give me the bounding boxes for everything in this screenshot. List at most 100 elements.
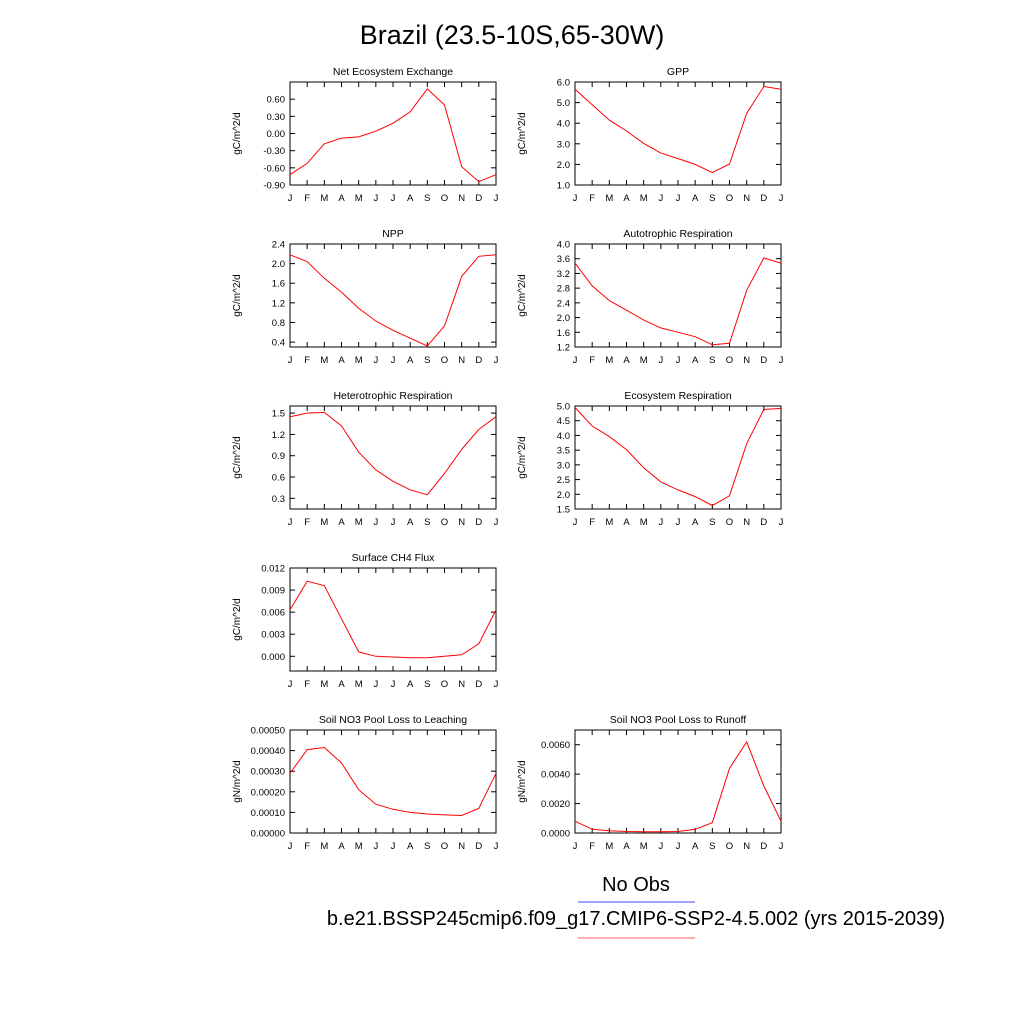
x-tick-label: J: [391, 679, 396, 690]
y-axis-label: gN/m^2/d: [517, 760, 528, 803]
x-tick-label: A: [407, 679, 414, 690]
x-tick-label: A: [338, 679, 345, 690]
x-tick-label: S: [709, 841, 715, 852]
y-tick-label: 3.5: [557, 446, 570, 457]
y-tick-label: 0.6: [272, 473, 285, 484]
x-tick-label: A: [623, 517, 630, 528]
series-line: [289, 580, 497, 659]
x-tick-label: S: [424, 679, 430, 690]
y-tick-label: 0.006: [261, 608, 285, 619]
y-tick-label: 0.00000: [251, 829, 285, 840]
x-tick-label: M: [640, 193, 648, 204]
x-tick-label: O: [441, 679, 448, 690]
panels: Net Ecosystem Exchange -0.90 -0.60 -0.30 0.0…: [232, 66, 784, 852]
x-tick-label: J: [494, 679, 499, 690]
x-tick-label: J: [288, 517, 293, 528]
x-tick-label: N: [743, 355, 750, 366]
y-tick-label: 0.000: [261, 652, 285, 663]
y-tick-label: 4.5: [557, 416, 570, 427]
x-tick-label: A: [338, 193, 345, 204]
x-tick-label: M: [320, 355, 328, 366]
x-tick-label: J: [779, 517, 784, 528]
panel-5: Heterotrophic Respiration 0.3 0.6 0.9 1.2 1.5…: [232, 390, 499, 528]
x-tick-label: N: [743, 841, 750, 852]
x-tick-label: M: [355, 679, 363, 690]
y-tick-label: 0.00030: [251, 767, 285, 778]
y-tick-label: 5.0: [557, 402, 570, 413]
x-tick-label: O: [726, 517, 733, 528]
x-tick-label: J: [676, 517, 681, 528]
panel-frame: [289, 405, 497, 510]
series-line: [289, 254, 497, 347]
y-tick-label: 0.0060: [541, 740, 570, 751]
x-tick-label: M: [605, 355, 613, 366]
x-tick-label: S: [709, 517, 715, 528]
y-tick-label: 0.30: [267, 112, 286, 123]
x-tick-label: F: [304, 841, 310, 852]
x-tick-label: S: [709, 193, 715, 204]
x-tick-label: J: [494, 193, 499, 204]
x-tick-label: A: [338, 517, 345, 528]
x-tick-label: J: [573, 517, 578, 528]
x-tick-label: N: [458, 841, 465, 852]
series-line: [574, 407, 782, 507]
y-tick-label: 0.4: [272, 338, 285, 349]
x-tick-label: F: [589, 517, 595, 528]
y-tick-label: 0.00050: [251, 726, 285, 737]
y-axis-label: gN/m^2/d: [232, 760, 243, 803]
y-tick-label: 0.0040: [541, 770, 570, 781]
y-tick-label: 6.0: [557, 78, 570, 89]
panel-title: NPP: [382, 228, 404, 240]
x-tick-label: J: [288, 679, 293, 690]
x-tick-label: M: [320, 679, 328, 690]
x-tick-label: N: [458, 679, 465, 690]
panel-9: Soil NO3 Pool Loss to Runoff 0.0000 0.0020…: [517, 714, 784, 852]
x-tick-label: M: [355, 193, 363, 204]
series-line: [574, 85, 782, 174]
x-tick-label: D: [760, 355, 767, 366]
x-tick-label: J: [494, 355, 499, 366]
x-tick-label: D: [475, 193, 482, 204]
y-tick-label: 5.0: [557, 98, 570, 109]
panel-title: GPP: [667, 66, 689, 78]
x-tick-label: D: [475, 679, 482, 690]
panel-title: Net Ecosystem Exchange: [333, 66, 453, 78]
x-tick-label: J: [573, 355, 578, 366]
x-tick-label: S: [709, 355, 715, 366]
x-tick-label: J: [779, 355, 784, 366]
x-tick-label: J: [391, 841, 396, 852]
x-tick-label: D: [475, 517, 482, 528]
panel-4: Autotrophic Respiration 1.2 1.6 2.0 2.4 2.8 3.…: [517, 228, 784, 366]
x-tick-label: A: [338, 841, 345, 852]
series-line: [574, 257, 782, 346]
x-tick-label: M: [605, 193, 613, 204]
panel-6: Ecosystem Respiration 1.5 2.0 2.5 3.0 3.5 4.0 4…: [517, 390, 784, 528]
y-tick-label: 2.8: [557, 284, 570, 295]
x-tick-label: J: [373, 193, 378, 204]
x-tick-label: M: [355, 517, 363, 528]
x-tick-label: N: [458, 355, 465, 366]
x-tick-label: J: [288, 193, 293, 204]
y-tick-label: 0.00040: [251, 746, 285, 757]
x-tick-label: A: [692, 517, 699, 528]
y-tick-label: 1.2: [272, 298, 285, 309]
legend-no-obs-label: No Obs: [602, 874, 670, 896]
y-tick-label: 1.5: [557, 505, 570, 516]
panel-frame: [574, 243, 782, 348]
y-tick-label: 1.6: [272, 279, 285, 290]
x-tick-label: J: [373, 355, 378, 366]
x-tick-label: D: [760, 517, 767, 528]
x-tick-label: A: [623, 355, 630, 366]
y-tick-label: 0.9: [272, 451, 285, 462]
x-tick-label: D: [760, 841, 767, 852]
x-tick-label: J: [373, 679, 378, 690]
y-tick-label: 0.00020: [251, 787, 285, 798]
x-tick-label: J: [658, 841, 663, 852]
y-axis-label: gC/m^2/d: [232, 274, 243, 317]
panel-8: Soil NO3 Pool Loss to Leaching 0.00000 0.0…: [232, 714, 499, 852]
x-tick-label: F: [304, 355, 310, 366]
panel-frame: [289, 243, 497, 348]
x-tick-label: N: [743, 193, 750, 204]
y-tick-label: 4.0: [557, 431, 570, 442]
y-tick-label: -0.90: [263, 181, 285, 192]
